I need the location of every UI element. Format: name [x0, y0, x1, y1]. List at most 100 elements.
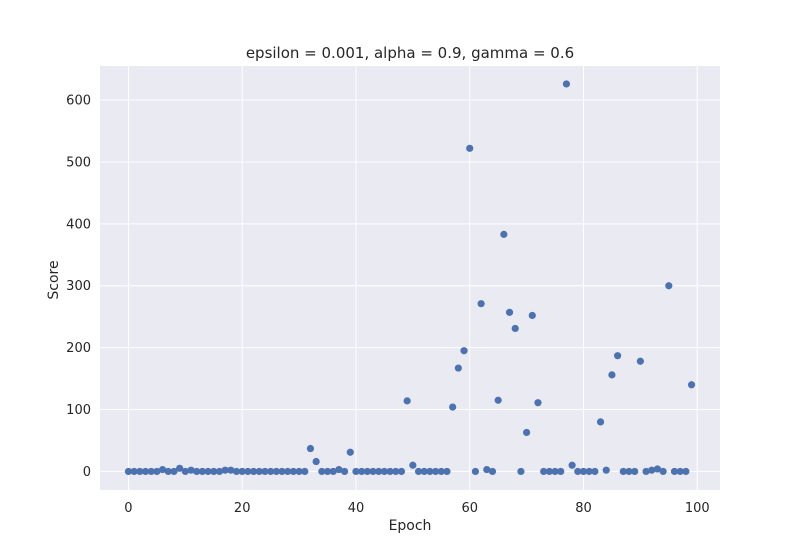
data-point [579, 467, 588, 476]
data-point [181, 467, 189, 476]
data-point [204, 467, 212, 476]
data-point [369, 467, 377, 476]
data-point [409, 461, 417, 469]
y-tick-label: 200 [66, 341, 91, 356]
data-point [323, 467, 332, 476]
data-point [483, 465, 491, 474]
y-tick-label: 0 [83, 465, 91, 480]
data-point [318, 467, 326, 476]
data-point [284, 467, 292, 476]
data-point [460, 347, 468, 355]
data-point [602, 466, 610, 474]
data-point [568, 461, 576, 469]
data-point [244, 467, 252, 476]
data-point [176, 464, 184, 472]
data-point [130, 467, 138, 476]
data-point [295, 467, 303, 476]
data-point [198, 467, 206, 476]
data-point [431, 467, 440, 476]
data-point [665, 282, 673, 290]
x-tick-label: 40 [348, 501, 365, 516]
data-point [591, 467, 599, 476]
y-axis-label: Score [46, 260, 62, 299]
x-tick-label: 100 [685, 501, 710, 516]
data-point [449, 403, 457, 411]
data-point [249, 467, 258, 476]
x-tick-label: 20 [234, 501, 251, 516]
data-point [124, 467, 133, 476]
data-point [147, 467, 155, 476]
data-point [170, 467, 178, 476]
data-point [272, 467, 280, 476]
data-point [397, 467, 406, 476]
chart-title: epsilon = 0.001, alpha = 0.9, gamma = 0.… [246, 44, 574, 62]
data-point [141, 467, 150, 476]
data-point [380, 467, 389, 476]
data-point [670, 467, 679, 476]
data-point [494, 396, 502, 404]
data-point [619, 467, 627, 476]
data-point [375, 467, 383, 476]
data-point [596, 418, 605, 426]
data-point [443, 467, 451, 476]
data-point [608, 371, 616, 379]
data-point [540, 467, 548, 476]
y-tick-label: 100 [66, 403, 91, 418]
data-point [682, 467, 690, 476]
y-tick-label: 400 [66, 217, 91, 232]
data-point [261, 467, 269, 476]
data-point [636, 357, 644, 365]
data-point [187, 466, 195, 474]
data-point [301, 467, 309, 476]
data-point [642, 467, 650, 476]
data-point [329, 467, 337, 476]
data-point [363, 467, 371, 476]
data-point [653, 465, 662, 473]
data-point [238, 467, 246, 476]
data-point [648, 466, 656, 474]
plot-area [100, 66, 720, 490]
data-point [528, 311, 536, 320]
data-point [386, 467, 394, 476]
data-point [352, 467, 360, 476]
data-point [687, 381, 696, 389]
data-point [346, 448, 354, 456]
data-point [403, 397, 411, 405]
data-point [153, 467, 161, 476]
y-tick-label: 500 [66, 155, 91, 170]
data-point [631, 467, 639, 476]
data-point [335, 465, 343, 474]
y-tick-label: 600 [66, 94, 91, 109]
data-point [278, 467, 286, 476]
data-point [471, 467, 480, 476]
data-point [164, 467, 172, 476]
data-point [158, 465, 167, 474]
grid-lines [100, 66, 720, 490]
data-point [659, 467, 667, 476]
data-point [534, 399, 542, 407]
data-point [488, 467, 497, 476]
data-point [215, 467, 224, 476]
data-point [676, 467, 684, 476]
data-point [574, 467, 582, 476]
data-point [358, 467, 366, 476]
data-point [557, 467, 565, 476]
data-point [511, 324, 519, 333]
data-point [545, 467, 553, 476]
data-point [523, 428, 531, 437]
data-point [562, 80, 571, 88]
data-point [232, 467, 241, 476]
data-point [420, 467, 428, 476]
data-point [505, 308, 514, 316]
data-point [136, 467, 144, 476]
data-point [466, 144, 474, 152]
data-point [517, 467, 525, 476]
x-tick-label: 0 [124, 501, 132, 516]
data-point [306, 444, 315, 453]
axis-ticks: 0 20 40 60 80 100 0 100 200 300 400 500 600 [66, 94, 709, 516]
data-point [392, 467, 400, 476]
data-point [312, 457, 320, 466]
data-points [124, 80, 696, 476]
